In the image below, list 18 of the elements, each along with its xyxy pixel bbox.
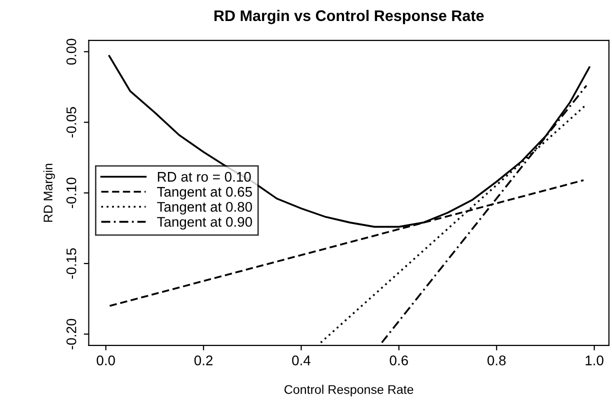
y-tick-label: -0.20: [66, 318, 76, 350]
x-tick-label: 0.2: [194, 356, 212, 366]
legend-label: Tangent at 0.90: [157, 216, 252, 230]
y-tick-label: -0.05: [66, 107, 76, 138]
x-tick-label: 0.8: [487, 356, 506, 366]
y-tick-label: 0.00: [66, 38, 76, 65]
x-axis-title: Control Response Rate: [284, 384, 414, 396]
x-tick-label: 0.6: [390, 356, 408, 366]
x-tick-label: 0.4: [292, 356, 310, 366]
chart-title: RD Margin vs Control Response Rate: [214, 10, 484, 24]
legend-label: Tangent at 0.65: [157, 186, 252, 200]
x-tick-label: 1.0: [586, 356, 604, 366]
y-axis-title: RD Margin: [43, 164, 55, 222]
x-tick-label: 0.0: [96, 356, 115, 366]
y-tick-label: -0.10: [66, 178, 76, 208]
legend-label: RD at ro = 0.10: [158, 172, 251, 182]
y-tick-label: -0.15: [66, 248, 76, 279]
legend-label: Tangent at 0.80: [157, 202, 252, 215]
